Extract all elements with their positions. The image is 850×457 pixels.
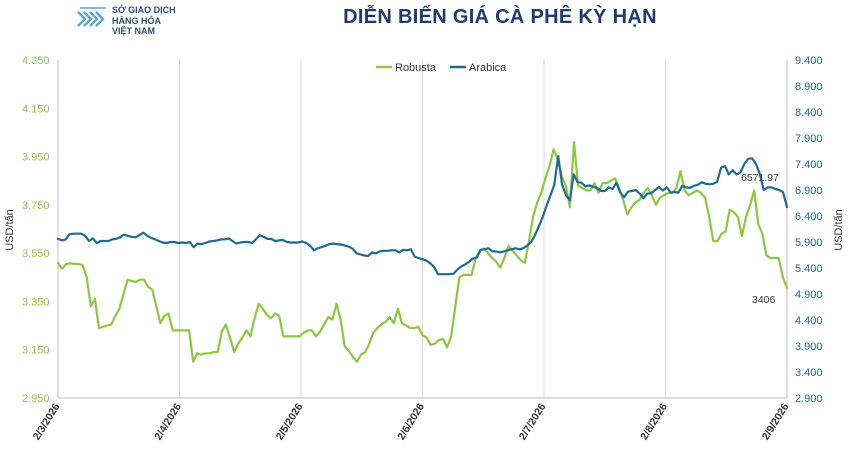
legend-label-arabica: Arabica bbox=[469, 62, 507, 74]
right-axis-ticks: 2.900 3.400 3.900 4.400 4.900 5.400 5.900 6.400… bbox=[795, 55, 823, 405]
y-left-tick-label: 3.550 bbox=[22, 248, 50, 260]
y-right-tick-label: 2.900 bbox=[795, 393, 823, 405]
series-line-arabica bbox=[56, 155, 789, 276]
logo-line-2: HÀNG HÓA bbox=[112, 15, 161, 26]
y-right-tick-label: 3.400 bbox=[795, 367, 823, 379]
end-labels: 3406 6571.97 bbox=[741, 172, 779, 306]
x-tick-label: 2/9/2026 bbox=[760, 401, 792, 442]
end-label-robusta: 3406 bbox=[752, 294, 776, 306]
y-right-tick-label: 5.400 bbox=[795, 263, 823, 275]
legend: Robusta Arabica bbox=[376, 62, 507, 74]
y-left-tick-label: 4.150 bbox=[22, 103, 50, 115]
y-left-tick-label: 3.150 bbox=[22, 345, 50, 357]
y-axis-label-right: USD/tấn bbox=[833, 209, 845, 251]
end-label-arabica: 6571.97 bbox=[741, 172, 779, 184]
logo-line-3: VIỆT NAM bbox=[112, 26, 156, 36]
y-right-tick-label: 8.900 bbox=[795, 81, 823, 93]
left-axis-ticks: 2.950 3.150 3.350 3.550 3.750 3.950 4.150 4.350 bbox=[22, 55, 50, 405]
series-line-robusta bbox=[56, 141, 789, 363]
y-axis-label-left: USD/tấn bbox=[4, 209, 16, 251]
series-layer bbox=[56, 141, 789, 363]
x-tick-label: 2/3/2026 bbox=[31, 401, 63, 442]
y-right-tick-label: 6.400 bbox=[795, 211, 823, 223]
y-right-tick-label: 5.900 bbox=[795, 237, 823, 249]
y-right-tick-label: 7.900 bbox=[795, 133, 823, 145]
legend-label-robusta: Robusta bbox=[395, 62, 437, 74]
y-right-tick-label: 8.400 bbox=[795, 107, 823, 119]
y-right-tick-label: 3.900 bbox=[795, 341, 823, 353]
y-right-tick-label: 4.400 bbox=[795, 315, 823, 327]
x-tick-label: 2/5/2026 bbox=[274, 401, 306, 442]
axes bbox=[57, 60, 788, 399]
y-left-tick-label: 3.350 bbox=[22, 296, 50, 308]
logo-text: SỞ GIAO DỊCH HÀNG HÓA VIỆT NAM bbox=[112, 5, 176, 37]
logo: SỞ GIAO DỊCH HÀNG HÓA VIỆT NAM bbox=[76, 4, 236, 40]
vnx-logo-icon bbox=[77, 7, 106, 27]
x-tick-label: 2/6/2026 bbox=[395, 401, 427, 442]
x-axis-ticks: 2/3/2026 2/4/2026 2/5/2026 2/6/2026 2/7/2026… bbox=[31, 401, 792, 442]
y-right-tick-label: 7.400 bbox=[795, 159, 823, 171]
y-left-tick-label: 2.950 bbox=[22, 393, 50, 405]
x-tick-label: 2/8/2026 bbox=[638, 401, 670, 442]
x-tick-label: 2/7/2026 bbox=[517, 401, 549, 442]
page-title: DIỄN BIẾN GIÁ CÀ PHÊ KỲ HẠN bbox=[343, 6, 657, 28]
logo-line-1: SỞ GIAO DỊCH bbox=[112, 5, 176, 15]
y-left-tick-label: 4.350 bbox=[22, 55, 50, 67]
y-right-tick-label: 6.900 bbox=[795, 185, 823, 197]
x-tick-label: 2/4/2026 bbox=[152, 401, 184, 442]
y-right-tick-label: 9.400 bbox=[795, 55, 823, 67]
y-left-tick-label: 3.750 bbox=[22, 200, 50, 212]
y-right-tick-label: 4.900 bbox=[795, 289, 823, 301]
grid bbox=[57, 60, 788, 398]
y-left-tick-label: 3.950 bbox=[22, 152, 50, 164]
